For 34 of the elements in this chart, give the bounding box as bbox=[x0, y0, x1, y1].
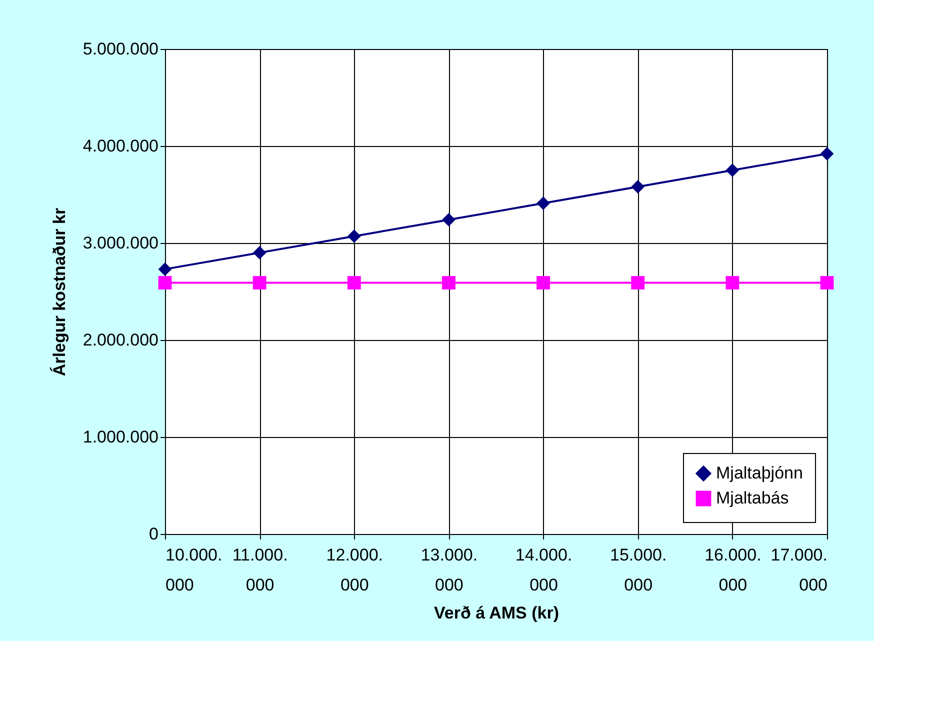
x-tick-label: 11.000.000 bbox=[232, 546, 288, 594]
point bbox=[252, 246, 266, 260]
y-tick-label: 2.000.000 bbox=[82, 330, 158, 350]
legend-label: Mjaltabás bbox=[716, 488, 789, 508]
point bbox=[158, 262, 172, 276]
y-axis-title: Árlegur kostnaður kr bbox=[48, 208, 69, 376]
point bbox=[726, 164, 740, 177]
x-tick-label: 12.000.000 bbox=[326, 546, 384, 594]
point bbox=[820, 147, 834, 160]
point bbox=[252, 276, 266, 290]
x-axis-title: Verð á AMS (kr) bbox=[434, 604, 560, 622]
x-tick-label: 16.000.000 bbox=[704, 546, 762, 594]
x-tick-label: 17.000.000 bbox=[770, 546, 828, 594]
point bbox=[442, 213, 456, 226]
point bbox=[347, 276, 361, 290]
point bbox=[631, 180, 645, 194]
point bbox=[536, 276, 550, 290]
y-tick-label: 4.000.000 bbox=[82, 136, 158, 156]
point bbox=[820, 276, 834, 290]
y-tick-label: 1.000.000 bbox=[82, 428, 158, 446]
y-tick-label: 0 bbox=[149, 524, 158, 544]
y-tick-label: 5.000.000 bbox=[82, 40, 158, 58]
x-tick-label: 14.000.000 bbox=[515, 546, 572, 594]
x-tick-label: 10.000.000 bbox=[166, 546, 222, 594]
point bbox=[442, 276, 456, 290]
point bbox=[158, 276, 172, 290]
point bbox=[726, 276, 740, 290]
legend-label: Mjaltaþjónn bbox=[716, 464, 803, 482]
point bbox=[536, 196, 550, 210]
point bbox=[631, 276, 645, 290]
point bbox=[347, 230, 361, 243]
y-tick-label: 3.000.000 bbox=[82, 234, 158, 252]
x-tick-label: 13.000.000 bbox=[420, 546, 478, 594]
x-tick-label: 15.000.000 bbox=[610, 546, 667, 594]
